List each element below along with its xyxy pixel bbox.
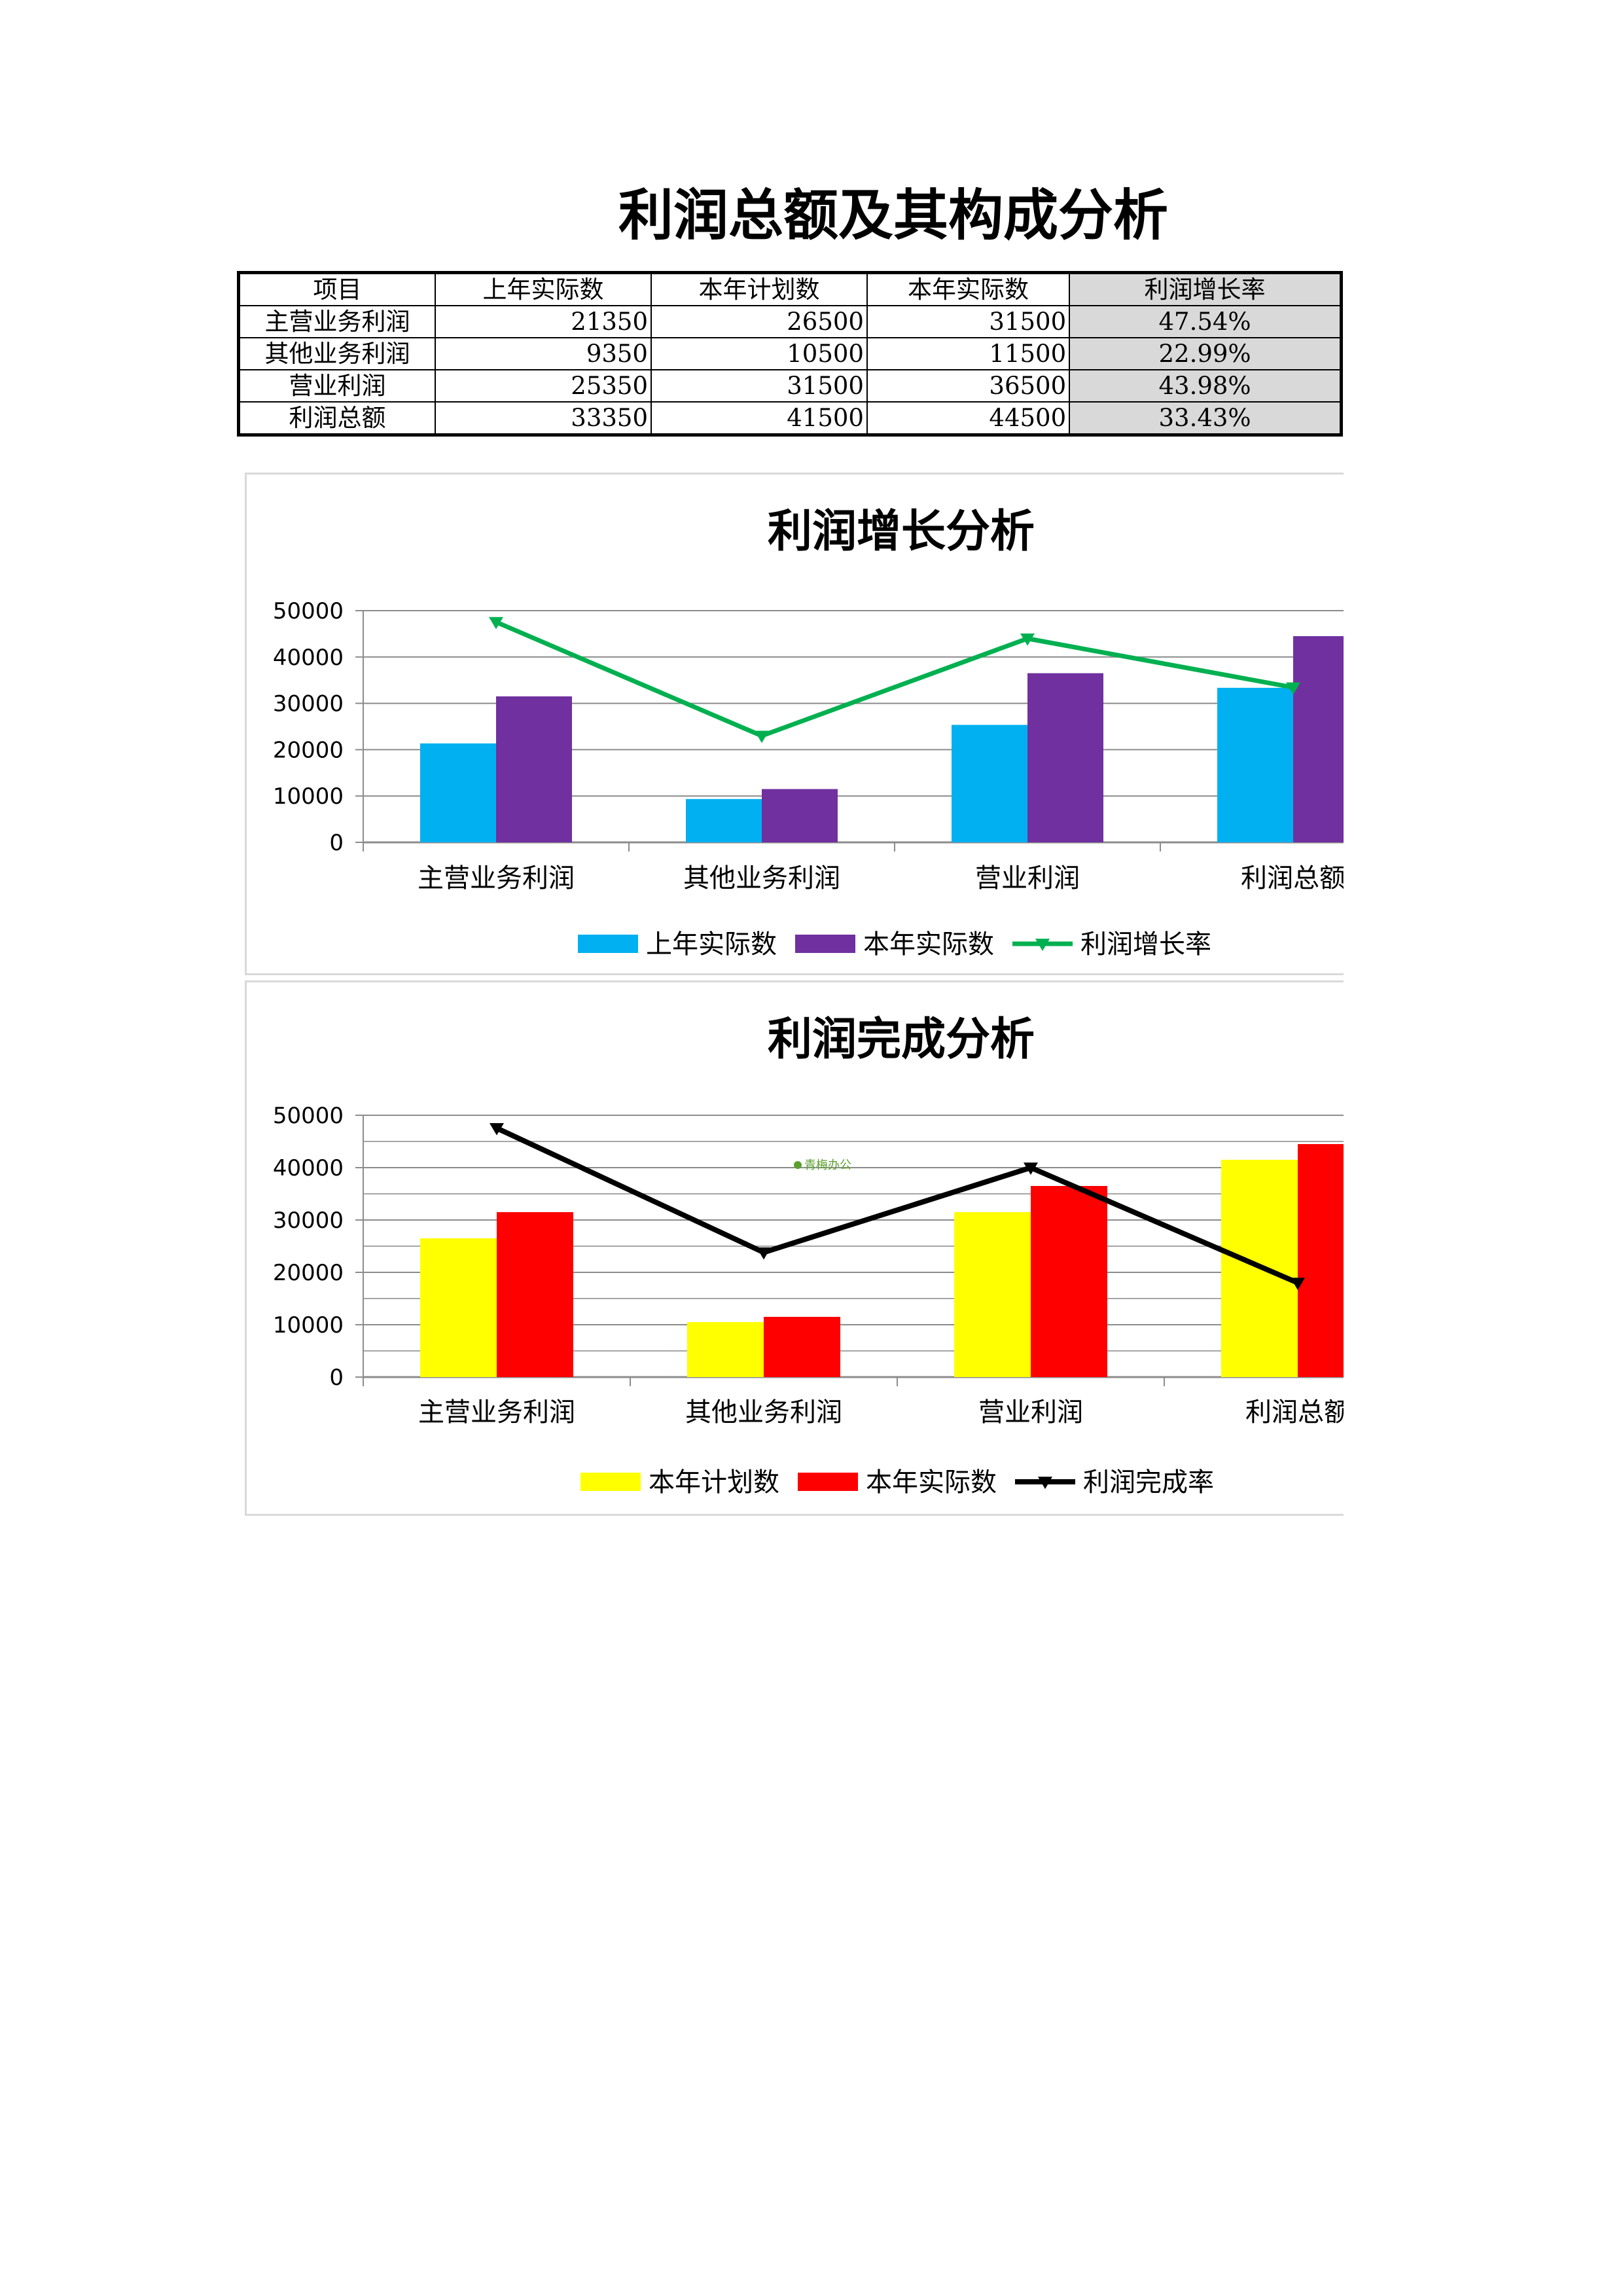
chart-title: 利润完成分析 <box>768 1014 1035 1066</box>
y-tick-label: 50000 <box>273 1103 344 1129</box>
plan-cell: 31500 <box>650 369 868 403</box>
y-tick-label: 0 <box>329 1365 344 1391</box>
row-label: 营业利润 <box>238 369 436 403</box>
prior-actual-cell: 21350 <box>435 305 652 338</box>
line-marker <box>757 1247 771 1260</box>
legend-marker <box>1038 1477 1052 1489</box>
legend-label: 利润完成率 <box>1083 1467 1214 1498</box>
growth-rate-cell: 47.54% <box>1069 305 1342 338</box>
growth-rate-cell: 33.43% <box>1069 401 1342 436</box>
bar-2 <box>762 789 838 842</box>
bar-2 <box>1293 636 1344 842</box>
y-tick-label: 10000 <box>273 1312 344 1338</box>
profit-completion-chart-svg: 利润完成分析 0 10000 20000 30000 40000 50000 主营业务利润 其他… <box>273 1014 1344 1498</box>
y-tick-label: 10000 <box>273 783 344 810</box>
prior-actual-cell: 33350 <box>435 401 652 436</box>
y-tick-label: 20000 <box>273 1260 344 1286</box>
header-cell: 本年计划数 <box>650 272 868 306</box>
category-label: 主营业务利润 <box>418 863 575 893</box>
profit-growth-chart: 利润增长分析 0 10000 20000 30000 40000 50000 主营业务利润 其他… <box>245 473 1344 975</box>
legend-swatch <box>798 1473 858 1491</box>
bar-2 <box>496 696 572 842</box>
bar-1 <box>1217 687 1293 842</box>
series-line <box>495 620 1294 738</box>
table-row: 其他业务利润 9350 10500 11500 22.99% <box>238 337 1342 370</box>
actual-cell: 31500 <box>866 305 1071 338</box>
series-line <box>495 1126 1299 1285</box>
category-label: 其他业务利润 <box>685 1397 842 1427</box>
profit-growth-chart-svg: 利润增长分析 0 10000 20000 30000 40000 50000 主营业务利润 其他… <box>273 506 1344 960</box>
prior-actual-cell: 9350 <box>435 337 652 370</box>
table-header-row: 项目 上年实际数 本年计划数 本年实际数 利润增长率 <box>238 272 1342 306</box>
chart-title: 利润增长分析 <box>768 506 1035 558</box>
row-label: 主营业务利润 <box>238 305 436 338</box>
legend-swatch <box>580 1473 641 1491</box>
legend-label: 上年实际数 <box>646 929 777 960</box>
actual-cell: 11500 <box>866 337 1071 370</box>
table-row: 主营业务利润 21350 26500 31500 47.54% <box>238 305 1342 338</box>
line-marker <box>1024 1162 1038 1175</box>
header-cell: 上年实际数 <box>435 272 652 306</box>
watermark-logo-icon <box>794 1161 802 1169</box>
watermark: 青梅办公 <box>804 1158 851 1172</box>
legend-swatch <box>795 935 855 953</box>
bar-2 <box>764 1317 840 1377</box>
row-label: 利润总额 <box>238 401 436 436</box>
bar-2 <box>1027 673 1103 842</box>
legend-marker <box>1035 939 1050 951</box>
header-cell: 利润增长率 <box>1069 272 1342 306</box>
legend-label: 本年计划数 <box>649 1467 779 1498</box>
legend-label: 本年实际数 <box>863 929 994 960</box>
legend-label: 本年实际数 <box>866 1467 997 1498</box>
line-marker <box>1291 1278 1305 1290</box>
line-marker <box>1286 682 1300 695</box>
bar-1 <box>952 725 1027 842</box>
category-label: 利润总额 <box>1245 1397 1344 1427</box>
category-label: 主营业务利润 <box>418 1397 575 1427</box>
y-tick-label: 40000 <box>273 1155 344 1181</box>
line-marker <box>755 730 769 744</box>
plan-cell: 41500 <box>650 401 868 436</box>
bar-1 <box>686 798 762 842</box>
category-label: 利润总额 <box>1241 863 1344 893</box>
line-marker <box>1020 633 1035 646</box>
line-marker <box>489 617 503 630</box>
plan-cell: 26500 <box>650 305 868 338</box>
header-cell: 本年实际数 <box>866 272 1071 306</box>
bar-1 <box>954 1212 1031 1377</box>
y-tick-label: 30000 <box>273 691 344 717</box>
growth-rate-cell: 22.99% <box>1069 337 1342 370</box>
bar-1 <box>420 1238 497 1377</box>
actual-cell: 44500 <box>866 401 1071 436</box>
y-tick-label: 40000 <box>273 645 344 671</box>
prior-actual-cell: 25350 <box>435 369 652 403</box>
bar-1 <box>420 743 496 842</box>
header-cell: 项目 <box>238 272 436 306</box>
row-label: 其他业务利润 <box>238 337 436 370</box>
legend-swatch <box>578 935 638 953</box>
table-row: 营业利润 25350 31500 36500 43.98% <box>238 369 1342 403</box>
profit-summary-table: 项目 上年实际数 本年计划数 本年实际数 利润增长率 主营业务利润 21350 … <box>237 271 1343 437</box>
profit-completion-chart: 利润完成分析 0 10000 20000 30000 40000 50000 主营业务利润 其他… <box>245 980 1344 1516</box>
y-tick-label: 20000 <box>273 737 344 763</box>
bar-1 <box>687 1322 764 1377</box>
bar-2 <box>1298 1144 1344 1377</box>
y-tick-label: 50000 <box>273 598 344 624</box>
growth-rate-cell: 43.98% <box>1069 369 1342 403</box>
category-label: 营业利润 <box>975 863 1080 893</box>
y-tick-label: 0 <box>329 830 344 856</box>
actual-cell: 36500 <box>866 369 1071 403</box>
bar-2 <box>1031 1186 1107 1377</box>
category-label: 营业利润 <box>978 1397 1083 1427</box>
page-title: 利润总额及其构成分析 <box>618 183 1168 247</box>
bar-2 <box>497 1212 573 1377</box>
y-tick-label: 30000 <box>273 1208 344 1234</box>
category-label: 其他业务利润 <box>683 863 840 893</box>
plan-cell: 10500 <box>650 337 868 370</box>
legend-label: 利润增长率 <box>1080 929 1211 960</box>
table-row: 利润总额 33350 41500 44500 33.43% <box>238 401 1342 436</box>
line-marker <box>490 1122 504 1136</box>
